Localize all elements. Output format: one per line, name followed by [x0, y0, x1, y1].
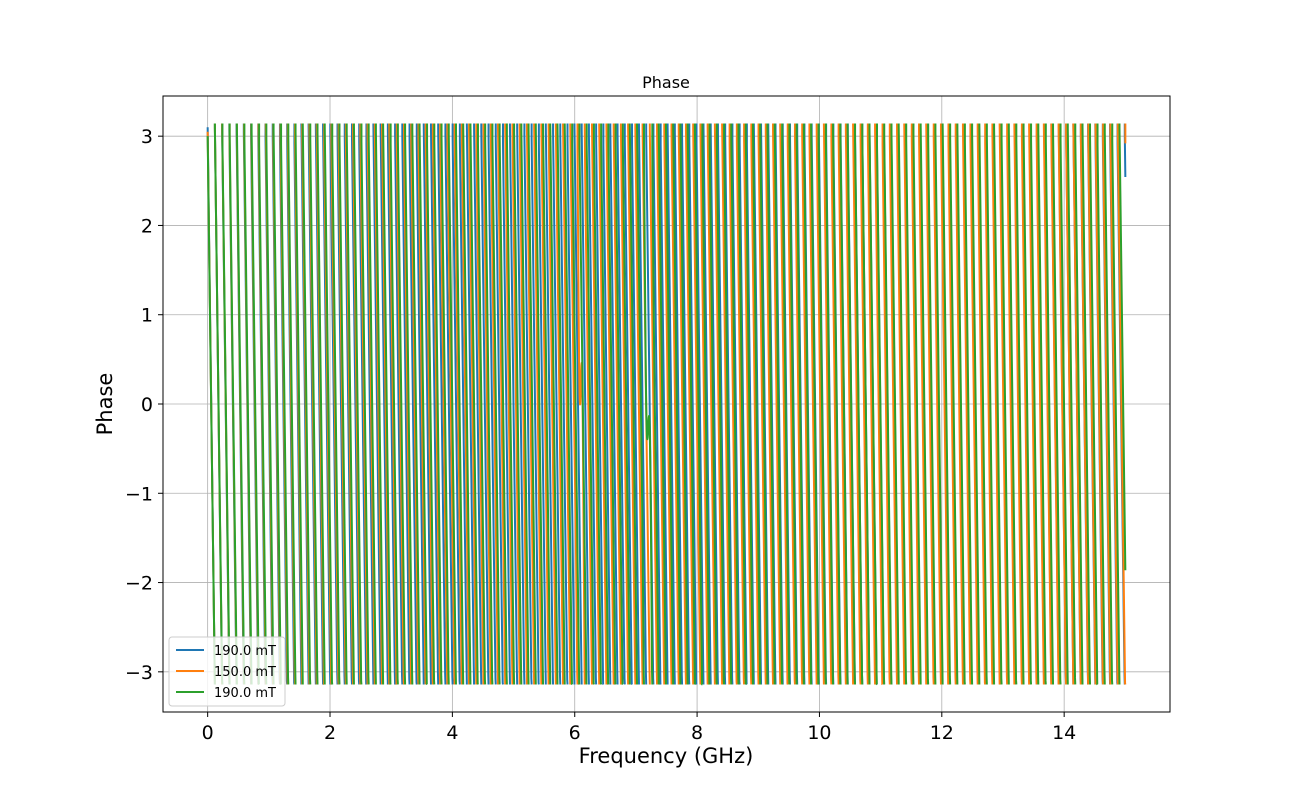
chart-legend: 190.0 mT 150.0 mT 190.0 mT	[169, 637, 285, 706]
legend-label-3: 190.0 mT	[214, 686, 276, 701]
x-tick-label: 4	[446, 722, 458, 744]
y-tick-label: 2	[141, 215, 153, 237]
x-tick-label: 0	[202, 722, 214, 744]
x-tick-label: 10	[807, 722, 831, 744]
y-tick-label: −3	[125, 662, 153, 684]
x-tick-label: 6	[569, 722, 581, 744]
legend-label-1: 190.0 mT	[214, 644, 276, 659]
y-axis-label: Phase	[93, 373, 117, 436]
x-tick-label: 8	[691, 722, 703, 744]
chart-title: Phase	[642, 73, 690, 92]
y-tick-label: −1	[125, 483, 153, 505]
y-tick-label: 0	[141, 394, 153, 416]
x-tick-label: 2	[324, 722, 336, 744]
y-tick-label: 1	[141, 305, 153, 327]
y-tick-label: −2	[125, 573, 153, 595]
legend-label-2: 150.0 mT	[214, 665, 276, 680]
x-tick-label: 12	[930, 722, 954, 744]
x-tick-label: 14	[1052, 722, 1076, 744]
y-tick-label: 3	[141, 126, 153, 148]
x-axis-label: Frequency (GHz)	[579, 744, 754, 768]
